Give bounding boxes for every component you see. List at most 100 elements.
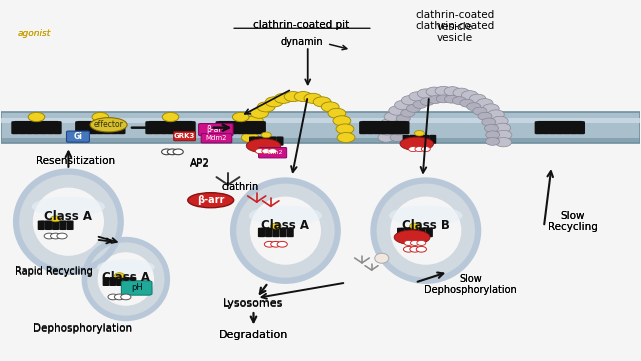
FancyBboxPatch shape <box>53 121 62 134</box>
Circle shape <box>271 242 281 247</box>
FancyBboxPatch shape <box>380 121 388 134</box>
Circle shape <box>391 127 405 135</box>
FancyBboxPatch shape <box>249 136 256 146</box>
FancyBboxPatch shape <box>556 121 564 134</box>
Circle shape <box>261 132 271 138</box>
Circle shape <box>415 131 424 136</box>
Circle shape <box>277 242 287 247</box>
Circle shape <box>255 149 264 154</box>
Circle shape <box>408 147 417 152</box>
Text: Lysosomes: Lysosomes <box>223 299 284 309</box>
Ellipse shape <box>375 253 389 263</box>
FancyBboxPatch shape <box>59 221 67 230</box>
Circle shape <box>410 240 419 245</box>
Circle shape <box>469 94 486 104</box>
FancyBboxPatch shape <box>542 121 550 134</box>
Circle shape <box>173 149 183 155</box>
Circle shape <box>467 103 481 110</box>
FancyBboxPatch shape <box>103 277 110 286</box>
Circle shape <box>409 92 426 101</box>
Text: clathrin: clathrin <box>222 182 259 192</box>
Circle shape <box>473 107 487 115</box>
Circle shape <box>321 102 339 112</box>
Circle shape <box>404 240 413 245</box>
Circle shape <box>336 124 354 134</box>
Ellipse shape <box>97 252 154 306</box>
Circle shape <box>482 118 496 126</box>
FancyBboxPatch shape <box>412 228 419 237</box>
Circle shape <box>406 104 420 112</box>
FancyBboxPatch shape <box>401 121 410 134</box>
Circle shape <box>121 294 131 300</box>
Ellipse shape <box>33 188 104 256</box>
FancyBboxPatch shape <box>404 228 412 237</box>
FancyBboxPatch shape <box>67 221 74 230</box>
Text: dynamin: dynamin <box>280 36 322 47</box>
Text: pH: pH <box>131 283 142 292</box>
Ellipse shape <box>250 196 321 265</box>
FancyBboxPatch shape <box>67 131 90 142</box>
Ellipse shape <box>249 205 322 226</box>
Circle shape <box>486 131 500 139</box>
Circle shape <box>453 97 467 105</box>
FancyBboxPatch shape <box>103 121 112 134</box>
Circle shape <box>492 116 508 126</box>
Circle shape <box>401 96 418 105</box>
Text: Rapid Recycling: Rapid Recycling <box>15 267 93 277</box>
Text: Mdm2: Mdm2 <box>263 151 283 156</box>
FancyBboxPatch shape <box>394 121 403 134</box>
Circle shape <box>460 99 474 107</box>
Text: Degradation: Degradation <box>219 330 288 340</box>
FancyBboxPatch shape <box>410 135 416 144</box>
Text: β-arr: β-arr <box>206 125 225 134</box>
Circle shape <box>437 95 450 103</box>
FancyBboxPatch shape <box>32 121 41 134</box>
Circle shape <box>162 112 179 122</box>
Circle shape <box>390 134 404 142</box>
Circle shape <box>444 95 458 103</box>
Circle shape <box>462 91 478 100</box>
Circle shape <box>257 102 275 112</box>
Ellipse shape <box>90 118 127 132</box>
FancyBboxPatch shape <box>25 121 34 134</box>
Circle shape <box>453 88 470 97</box>
Text: agonist: agonist <box>17 29 51 38</box>
Circle shape <box>242 124 260 134</box>
Circle shape <box>313 97 331 107</box>
FancyBboxPatch shape <box>201 134 232 143</box>
Circle shape <box>410 223 420 229</box>
Circle shape <box>417 240 426 245</box>
Circle shape <box>379 126 395 135</box>
FancyBboxPatch shape <box>75 121 84 134</box>
FancyBboxPatch shape <box>257 121 266 134</box>
Circle shape <box>304 93 322 103</box>
FancyBboxPatch shape <box>265 228 272 237</box>
Text: clathrin: clathrin <box>222 182 259 192</box>
FancyBboxPatch shape <box>146 121 154 134</box>
Circle shape <box>393 121 407 129</box>
Text: Class B: Class B <box>402 219 450 232</box>
Ellipse shape <box>32 197 105 217</box>
Circle shape <box>265 97 283 107</box>
Circle shape <box>420 97 435 105</box>
FancyBboxPatch shape <box>359 121 368 134</box>
FancyBboxPatch shape <box>12 121 20 134</box>
Ellipse shape <box>233 180 338 281</box>
FancyBboxPatch shape <box>1 138 640 143</box>
Text: Class A: Class A <box>102 271 150 284</box>
Text: Slow
Dephosphorylation: Slow Dephosphorylation <box>424 274 517 295</box>
FancyBboxPatch shape <box>18 121 27 134</box>
FancyBboxPatch shape <box>422 135 429 144</box>
FancyBboxPatch shape <box>287 228 294 237</box>
Circle shape <box>381 119 397 128</box>
Ellipse shape <box>400 137 433 151</box>
Text: Rapid Recycling: Rapid Recycling <box>15 266 93 276</box>
FancyBboxPatch shape <box>569 121 578 134</box>
FancyBboxPatch shape <box>153 121 161 134</box>
Circle shape <box>44 233 54 239</box>
Circle shape <box>410 247 420 252</box>
Circle shape <box>384 112 401 121</box>
Circle shape <box>328 108 346 118</box>
Circle shape <box>92 112 108 122</box>
Circle shape <box>333 116 351 126</box>
